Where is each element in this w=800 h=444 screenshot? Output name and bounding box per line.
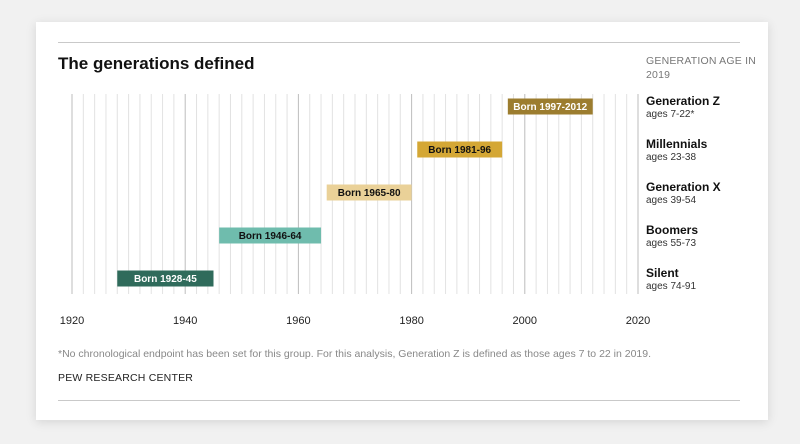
generation-bar <box>219 227 322 244</box>
x-tick-label: 2020 <box>626 315 650 327</box>
x-tick-label: 1960 <box>286 315 310 327</box>
top-divider <box>58 42 740 43</box>
age-column-header: GENERATION AGE IN 2019 <box>646 55 756 81</box>
generation-bar <box>326 184 412 201</box>
generation-name: Generation Z <box>646 93 721 108</box>
source-credit: PEW RESEARCH CENTER <box>58 372 194 384</box>
chart-title: The generations defined <box>58 54 255 73</box>
generation-bar <box>117 270 214 287</box>
generation-bar-label: Born 1981-96 <box>428 145 491 156</box>
generation-age-range: ages 23-38 <box>646 151 697 163</box>
timeline-chart: 1920 1940 1960 1980 2000 2020 Born 1997-2012 Bo… <box>60 94 650 327</box>
generation-bar <box>507 98 593 115</box>
generation-bar-label: Born 1928-45 <box>134 274 197 285</box>
footnote: *No chronological endpoint has been set … <box>58 348 652 360</box>
x-tick-label: 1980 <box>399 315 423 327</box>
x-tick-label: 1940 <box>173 315 197 327</box>
generation-age-range: ages 7-22* <box>646 108 695 120</box>
generation-name: Silent <box>646 265 679 280</box>
generation-age-range: ages 39-54 <box>646 194 697 206</box>
generation-age-range: ages 74-91 <box>646 280 697 292</box>
generation-age-range: ages 55-73 <box>646 237 697 249</box>
bottom-divider <box>58 400 740 401</box>
generation-bar-label: Born 1997-2012 <box>513 102 587 113</box>
generation-name: Generation X <box>646 179 721 194</box>
generation-bar-label: Born 1965-80 <box>338 188 401 199</box>
x-tick-label: 2000 <box>513 315 537 327</box>
generation-bar <box>417 141 503 158</box>
chart-card: The generations defined GENERATION AGE I… <box>36 22 768 420</box>
generation-name: Boomers <box>646 222 699 237</box>
x-tick-label: 1920 <box>60 315 84 327</box>
generation-name: Millennials <box>646 136 708 151</box>
generation-bar-label: Born 1946-64 <box>239 231 302 242</box>
